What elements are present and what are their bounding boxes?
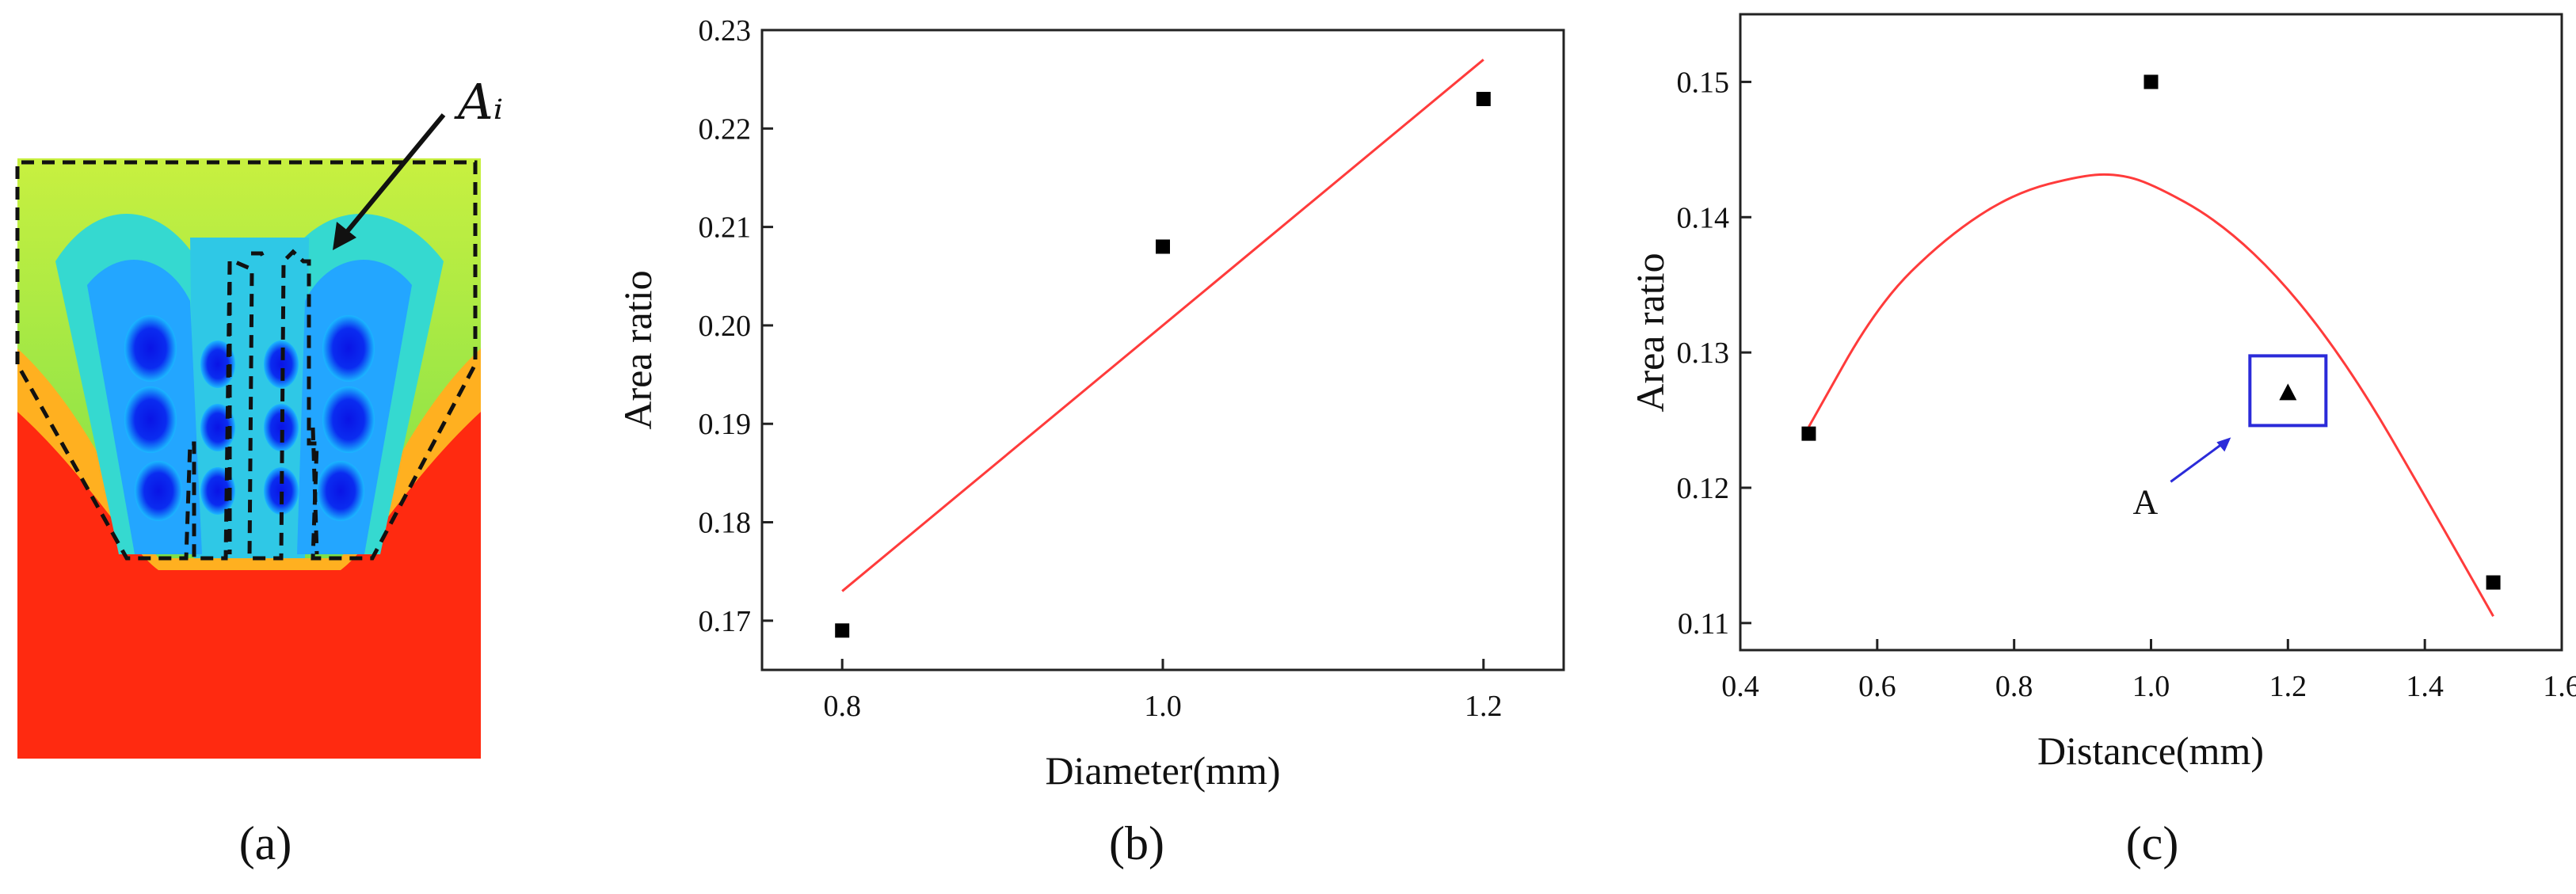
chart-b-ylabel: Area ratio	[615, 270, 660, 429]
data-point	[1476, 92, 1491, 107]
x-tick-label: 1.0	[2132, 670, 2170, 703]
y-tick-label: 0.13	[1677, 337, 1730, 370]
chart-c-ylabel: Area ratio	[1628, 253, 1672, 412]
fit-curve	[1808, 173, 2495, 618]
chart-b-frame	[760, 29, 1565, 671]
x-tick-label: 1.0	[1144, 690, 1182, 723]
caption-c: (c)	[2126, 817, 2179, 869]
chart-c-xlabel: Distance(mm)	[2037, 729, 2264, 773]
data-point	[2486, 575, 2501, 590]
x-tick-label: 1.2	[1465, 690, 1503, 723]
highlight-label: A	[2132, 482, 2158, 521]
y-tick-label: 0.15	[1677, 66, 1730, 99]
y-tick-label: 0.21	[699, 211, 752, 245]
region-boundary-inner	[227, 251, 319, 555]
y-tick-label: 0.20	[699, 310, 752, 343]
data-point	[1801, 426, 1816, 441]
y-tick-label: 0.14	[1677, 201, 1730, 234]
data-point	[2143, 74, 2159, 89]
data-point	[835, 623, 850, 638]
ai-arrow	[340, 113, 446, 239]
highlight-box	[2248, 354, 2328, 428]
x-tick-label: 1.2	[2269, 670, 2307, 703]
contour-blobs	[124, 315, 375, 521]
x-tick-label: 0.6	[1858, 670, 1896, 703]
x-tick-label: 0.4	[1721, 670, 1759, 703]
caption-b: (b)	[1109, 817, 1164, 869]
chart-distance: Distance(mm) Area ratio 0.4 0.6 0.8 1.0 1.2 1…	[1628, 13, 2576, 869]
x-tick-label: 1.4	[2406, 670, 2444, 703]
y-tick-label: 0.19	[699, 408, 752, 441]
x-tick-label: 0.8	[1995, 670, 2033, 703]
region-boundary-dashed	[15, 160, 478, 561]
caption-a: (a)	[239, 817, 292, 869]
ai-label: Aᵢ	[454, 73, 503, 131]
fit-line	[841, 59, 1484, 592]
y-tick-label: 0.18	[699, 507, 752, 540]
ai-arrowhead	[333, 222, 356, 250]
x-tick-label: 1.6	[2543, 670, 2576, 703]
contour-panel: Aᵢ (a)	[15, 73, 503, 869]
y-tick-label: 0.22	[699, 112, 752, 146]
chart-diameter: Diameter(mm) Area ratio 0.8 1.0 1.2 0.17 0.1…	[615, 14, 1565, 869]
x-tick-label: 0.8	[823, 690, 861, 723]
y-tick-label: 0.11	[1678, 607, 1729, 641]
chart-b-xlabel: Diameter(mm)	[1045, 748, 1280, 793]
highlighted-point	[2279, 383, 2297, 401]
highlight-arrowhead	[2216, 437, 2231, 452]
y-tick-label: 0.17	[699, 605, 752, 638]
y-tick-label: 0.23	[699, 14, 752, 48]
data-point	[1156, 239, 1170, 254]
y-tick-label: 0.12	[1677, 472, 1730, 505]
highlight-arrow	[2170, 441, 2226, 483]
